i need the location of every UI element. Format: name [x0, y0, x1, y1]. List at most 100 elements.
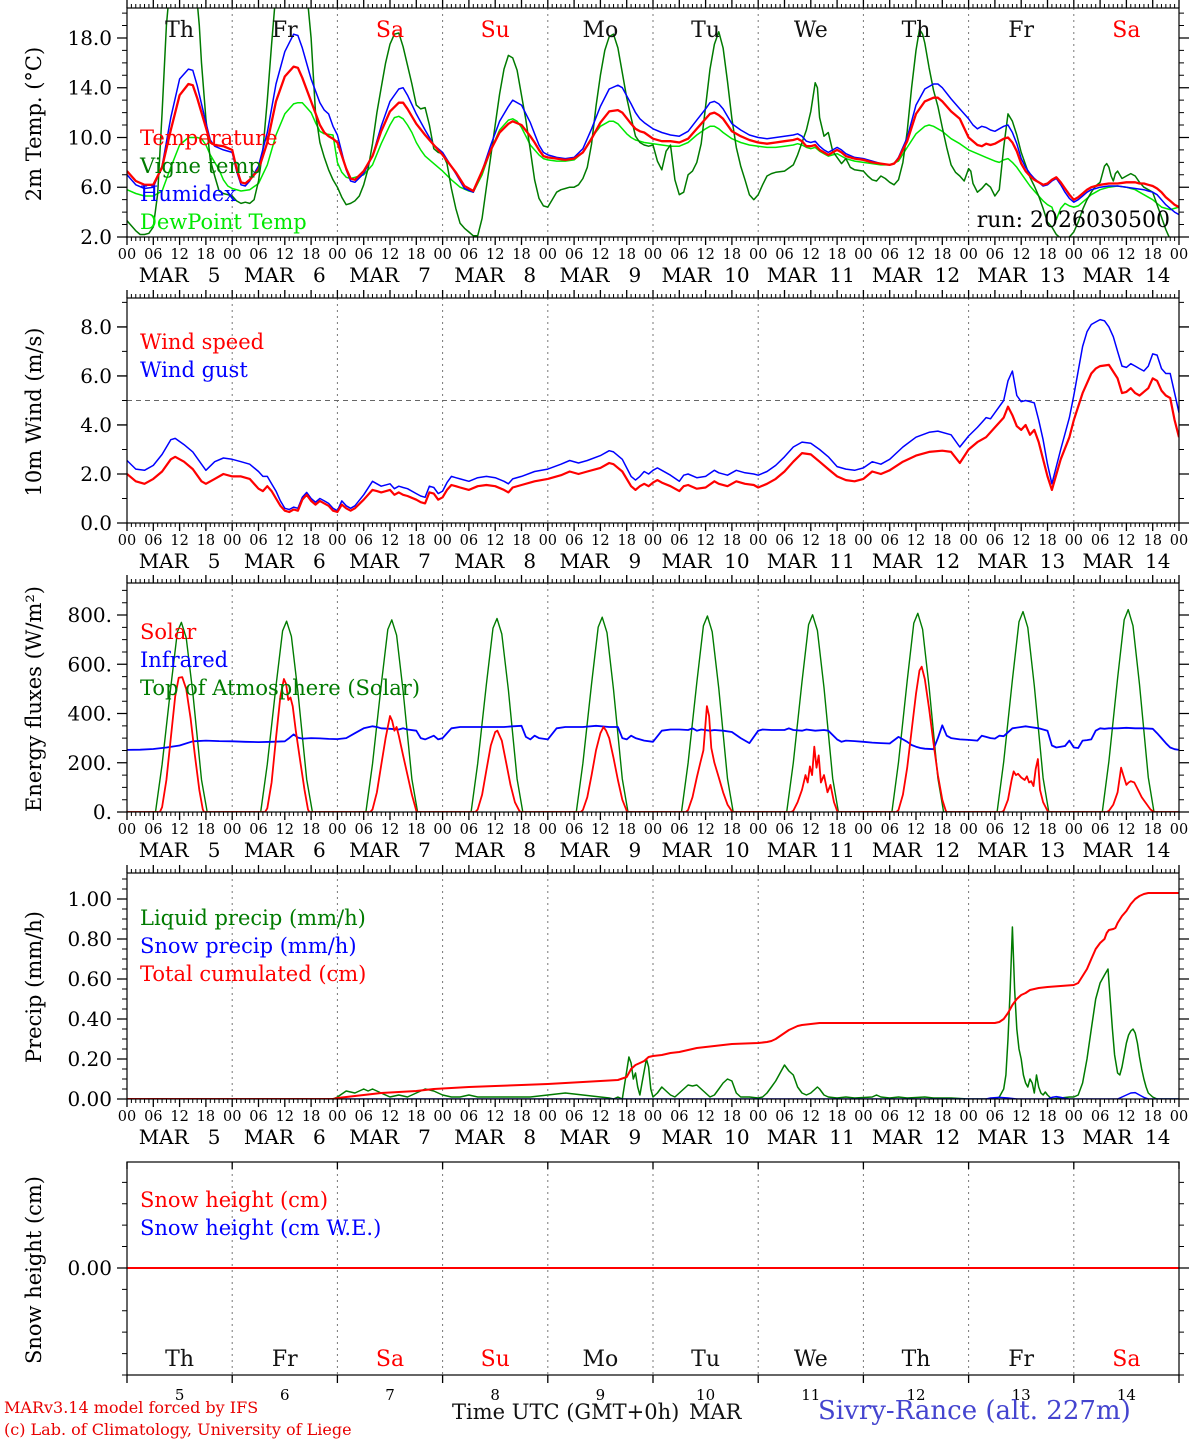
- hour-label: 00: [644, 822, 662, 838]
- series-total-cumulated-cm-: [127, 892, 1179, 1099]
- date-label: MAR 14: [1082, 1125, 1170, 1149]
- hour-label: 00: [1170, 822, 1188, 838]
- day-name-bottom: Sa: [1112, 1347, 1140, 1372]
- hour-label: 00: [223, 247, 241, 263]
- date-label: MAR 6: [244, 1125, 326, 1149]
- hour-label: 06: [670, 247, 688, 263]
- hour-label: 00: [749, 1109, 767, 1125]
- hour-label: 06: [670, 822, 688, 838]
- series-top-of-atmosphere-solar-: [127, 608, 1179, 812]
- minor-ticks: [122, 869, 1184, 1103]
- hour-label: 12: [1117, 533, 1135, 549]
- y-tick-label: 200.: [67, 751, 112, 775]
- legend-item-snow-precip-mm-h-: Snow precip (mm/h): [140, 934, 357, 958]
- date-label: MAR 5: [139, 549, 221, 573]
- hour-label: 12: [591, 822, 609, 838]
- legend-precip: Liquid precip (mm/h) Snow precip (mm/h) To…: [140, 904, 366, 988]
- hour-label: 00: [854, 533, 872, 549]
- hour-label: 18: [617, 247, 635, 263]
- day-number: 6: [280, 1386, 290, 1404]
- date-label: MAR 5: [139, 838, 221, 862]
- hour-label: 18: [933, 822, 951, 838]
- hour-label: 18: [1143, 247, 1161, 263]
- date-label: MAR 10: [662, 263, 750, 287]
- y-tick-label: 18.0: [67, 26, 112, 50]
- day-name-top: Su: [481, 18, 510, 43]
- hour-label: 00: [959, 822, 977, 838]
- legend-item-snow-height-cm-w-e-: Snow height (cm W.E.): [140, 1216, 382, 1240]
- footer-lab-credit: (c) Lab. of Climatology, University of L…: [4, 1420, 352, 1439]
- hour-label: 18: [407, 533, 425, 549]
- hour-label: 00: [539, 247, 557, 263]
- hour-label: 00: [644, 247, 662, 263]
- hour-label: 06: [986, 247, 1004, 263]
- hour-label: 00: [1065, 1109, 1083, 1125]
- hour-label: 06: [775, 247, 793, 263]
- series-wind-speed: [127, 363, 1179, 514]
- day-gridlines: [231, 8, 1075, 237]
- series-group: [127, 608, 1179, 812]
- hour-label: 06: [986, 822, 1004, 838]
- day-number: 9: [596, 1386, 606, 1404]
- hour-label: 18: [828, 247, 846, 263]
- day-name-bottom: Fr: [272, 1347, 298, 1372]
- date-label: MAR 14: [1082, 549, 1170, 573]
- series-group: [127, 318, 1179, 514]
- y-tick-label: 8.0: [80, 315, 112, 339]
- panel-1: 0.0 2.0 4.0 6.0 8.0 00 06 12 18 00 06 12 18 00 06 12 18 0…: [80, 290, 1189, 573]
- hour-label: 12: [1012, 533, 1030, 549]
- hour-label: 12: [381, 1109, 399, 1125]
- hour-label: 00: [539, 533, 557, 549]
- date-label: MAR 12: [872, 838, 960, 862]
- y-tick-label: 0.80: [67, 927, 112, 951]
- date-label: MAR 13: [977, 549, 1065, 573]
- panel-2: 0. 200. 400. 600. 800. 00 06 12 18 00 06 12 18 00 06 12…: [67, 575, 1189, 862]
- hour-label: 06: [354, 1109, 372, 1125]
- hour-label: 12: [276, 533, 294, 549]
- hour-label: 00: [433, 247, 451, 263]
- hour-label: 12: [591, 247, 609, 263]
- hour-label: 00: [118, 1109, 136, 1125]
- hour-label: 18: [302, 1109, 320, 1125]
- hour-label: 06: [775, 533, 793, 549]
- hour-label: 00: [118, 247, 136, 263]
- hour-label: 18: [197, 822, 215, 838]
- day-name-bottom: Mo: [583, 1347, 619, 1372]
- hour-label: 00: [118, 822, 136, 838]
- legend-item-dewpoint-temp: DewPoint Temp: [140, 210, 307, 234]
- hour-label: 12: [486, 1109, 504, 1125]
- day-name-top: We: [794, 18, 828, 43]
- hour-label: 18: [723, 822, 741, 838]
- hour-label: 06: [1091, 533, 1109, 549]
- y-tick-label: 0.60: [67, 967, 112, 991]
- date-label: MAR 8: [454, 549, 536, 573]
- legend-item-snow-height-cm-: Snow height (cm): [140, 1188, 329, 1212]
- hour-label: 18: [1143, 822, 1161, 838]
- footer-month-label: MAR: [689, 1400, 742, 1424]
- hour-label: 18: [407, 247, 425, 263]
- y-tick-label: 4.0: [80, 413, 112, 437]
- day-gridlines: [231, 583, 1075, 812]
- day-name-bottom: Tu: [691, 1347, 720, 1372]
- hour-label: 12: [486, 822, 504, 838]
- hour-label: 00: [1170, 247, 1188, 263]
- day-name-top: Sa: [376, 18, 404, 43]
- y-tick-label: 2.0: [80, 225, 112, 249]
- y-tick-label: 14.0: [67, 76, 112, 100]
- day-name-bottom: Su: [481, 1347, 510, 1372]
- hour-label: 00: [223, 533, 241, 549]
- hour-label: 00: [539, 822, 557, 838]
- hour-label: 18: [933, 1109, 951, 1125]
- day-name-top: Th: [902, 18, 931, 43]
- hour-label: 12: [381, 822, 399, 838]
- y-axis-title-wind: 10m Wind (m/s): [22, 327, 46, 497]
- hour-label: 00: [118, 533, 136, 549]
- date-label: MAR 12: [872, 1125, 960, 1149]
- day-name-top: Mo: [583, 18, 619, 43]
- day-name-bottom: We: [794, 1347, 828, 1372]
- hour-label: 00: [1065, 247, 1083, 263]
- panel-4: 0.00: [67, 1161, 1189, 1383]
- hour-label: 00: [328, 1109, 346, 1125]
- day-number: 13: [1012, 1386, 1031, 1404]
